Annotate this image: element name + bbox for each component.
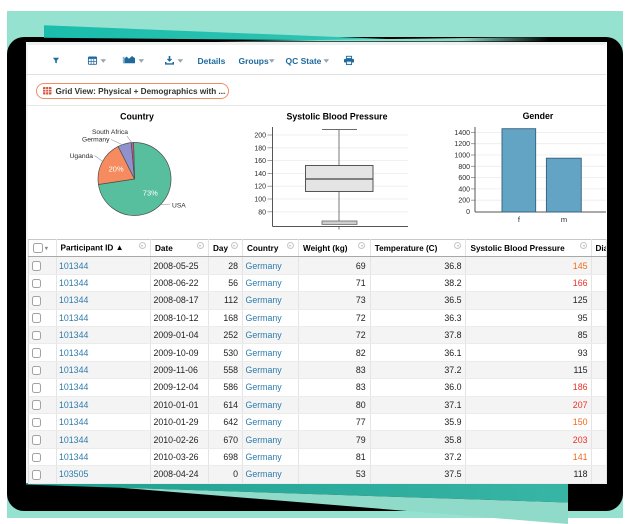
svg-text:1400: 1400 xyxy=(454,130,470,137)
svg-text:Germany: Germany xyxy=(82,137,110,144)
svg-text:USA: USA xyxy=(172,202,186,209)
svg-text:Country: Country xyxy=(120,111,154,121)
svg-text:140: 140 xyxy=(254,171,266,178)
svg-text:m: m xyxy=(560,215,566,224)
svg-text:160: 160 xyxy=(254,158,266,165)
svg-text:73%: 73% xyxy=(142,188,157,197)
svg-text:0: 0 xyxy=(466,209,470,216)
svg-text:South Africa: South Africa xyxy=(91,129,127,136)
svg-text:1200: 1200 xyxy=(454,141,470,148)
svg-text:1000: 1000 xyxy=(454,152,470,159)
svg-text:20%: 20% xyxy=(108,164,123,173)
svg-text:200: 200 xyxy=(254,132,266,139)
svg-text:120: 120 xyxy=(254,184,266,191)
svg-text:600: 600 xyxy=(458,175,470,182)
svg-text:200: 200 xyxy=(458,198,470,205)
svg-text:180: 180 xyxy=(254,145,266,152)
svg-text:80: 80 xyxy=(258,209,266,216)
svg-text:f: f xyxy=(517,215,520,224)
svg-text:Systolic Blood Pressure: Systolic Blood Pressure xyxy=(286,111,387,121)
svg-text:800: 800 xyxy=(458,164,470,171)
svg-text:Uganda: Uganda xyxy=(69,153,93,160)
svg-text:400: 400 xyxy=(458,186,470,193)
svg-text:100: 100 xyxy=(254,196,266,203)
svg-text:Gender: Gender xyxy=(522,111,553,121)
